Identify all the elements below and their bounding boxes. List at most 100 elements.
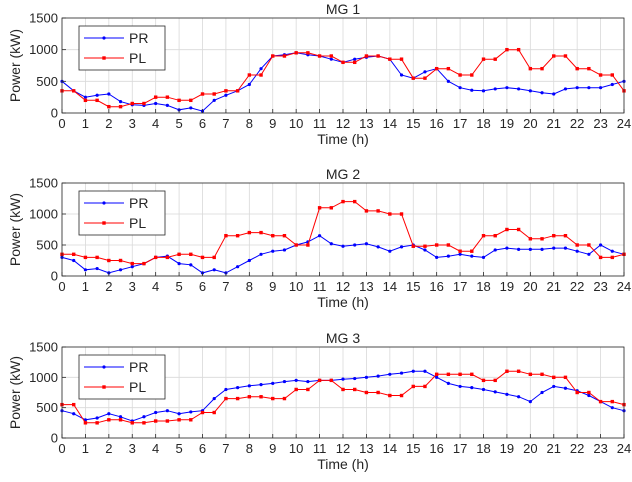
data-point-pr bbox=[118, 100, 123, 104]
data-point-pr bbox=[552, 246, 556, 250]
x-tick-label: 9 bbox=[269, 116, 276, 131]
data-point-pr bbox=[142, 415, 146, 419]
data-point-pr bbox=[189, 410, 193, 414]
data-point-pl bbox=[575, 66, 579, 71]
data-point-pr bbox=[294, 378, 298, 382]
data-point-pl bbox=[235, 89, 240, 93]
x-tick-label: 12 bbox=[336, 116, 350, 131]
data-point-pr bbox=[493, 87, 497, 91]
x-tick-label: 5 bbox=[175, 116, 182, 131]
data-point-pr bbox=[259, 252, 263, 256]
data-point-pl bbox=[282, 234, 287, 238]
data-point-pl bbox=[95, 255, 99, 260]
x-tick-label: 22 bbox=[570, 441, 584, 456]
data-point-pr bbox=[189, 263, 193, 267]
data-point-pl bbox=[434, 243, 439, 247]
x-tick-label: 3 bbox=[129, 441, 136, 456]
data-point-pr bbox=[224, 93, 228, 97]
x-tick-label: 21 bbox=[547, 116, 561, 131]
data-point-pl bbox=[107, 104, 111, 109]
legend-label-pl: PL bbox=[129, 379, 146, 395]
data-point-pl bbox=[353, 199, 357, 204]
y-tick-label: 0 bbox=[51, 431, 58, 446]
data-point-pl bbox=[388, 212, 392, 216]
legend-marker-pl bbox=[102, 221, 106, 225]
x-tick-label: 0 bbox=[58, 441, 65, 456]
data-point-pl bbox=[306, 51, 310, 55]
data-point-pl bbox=[177, 98, 181, 103]
data-point-pr bbox=[271, 381, 275, 385]
legend: PR PL bbox=[78, 25, 166, 71]
y-tick-label: 0 bbox=[51, 269, 58, 284]
data-point-pl bbox=[388, 57, 392, 61]
data-point-pr bbox=[247, 82, 251, 87]
data-point-pl bbox=[458, 249, 462, 253]
x-tick-label: 3 bbox=[129, 116, 136, 131]
legend-marker-pl bbox=[102, 56, 106, 60]
data-point-pl bbox=[587, 243, 591, 247]
data-point-pr bbox=[610, 406, 614, 410]
data-point-pr bbox=[505, 86, 509, 90]
x-tick-label: 22 bbox=[570, 279, 584, 294]
data-point-pl bbox=[130, 261, 134, 266]
data-point-pl bbox=[83, 255, 88, 260]
x-tick-label: 2 bbox=[105, 279, 112, 294]
data-point-pr bbox=[95, 266, 99, 271]
data-point-pl bbox=[540, 372, 544, 376]
data-point-pl bbox=[235, 234, 240, 238]
data-point-pl bbox=[107, 418, 111, 422]
data-point-pl bbox=[259, 230, 263, 235]
x-tick-label: 5 bbox=[175, 279, 182, 294]
data-point-pl bbox=[329, 206, 333, 210]
y-tick-label: 1500 bbox=[29, 176, 58, 191]
data-point-pl bbox=[95, 98, 99, 103]
data-point-pr bbox=[528, 89, 532, 93]
data-point-pr bbox=[259, 383, 263, 387]
data-point-pl bbox=[540, 66, 544, 71]
data-point-pr bbox=[493, 390, 497, 394]
x-tick-label: 0 bbox=[58, 116, 65, 131]
data-point-pr bbox=[435, 375, 439, 379]
data-point-pl bbox=[200, 92, 205, 96]
data-point-pl bbox=[458, 372, 462, 376]
data-point-pl bbox=[434, 372, 439, 376]
data-point-pl bbox=[528, 66, 533, 71]
x-axis-label: Time (h) bbox=[317, 294, 369, 310]
x-tick-label: 19 bbox=[500, 279, 514, 294]
data-point-pr bbox=[470, 254, 474, 258]
y-tick-label: 500 bbox=[36, 74, 58, 89]
legend-label-pl: PL bbox=[129, 50, 146, 66]
data-point-pl bbox=[247, 230, 252, 235]
data-point-pl bbox=[598, 73, 603, 77]
x-tick-label: 24 bbox=[617, 116, 631, 131]
data-point-pl bbox=[341, 387, 345, 392]
data-point-pl bbox=[329, 378, 333, 383]
x-tick-label: 15 bbox=[406, 441, 420, 456]
x-tick-label: 2 bbox=[105, 116, 112, 131]
data-point-pr bbox=[189, 106, 193, 110]
data-point-pl bbox=[411, 76, 415, 80]
x-tick-label: 16 bbox=[429, 279, 443, 294]
data-point-pr bbox=[306, 379, 310, 384]
legend-marker-pl bbox=[102, 385, 106, 389]
data-point-pl bbox=[610, 255, 614, 260]
data-point-pl bbox=[446, 243, 451, 247]
x-tick-label: 7 bbox=[222, 116, 229, 131]
x-tick-label: 21 bbox=[547, 279, 561, 294]
x-tick-label: 15 bbox=[406, 116, 420, 131]
data-point-pl bbox=[259, 395, 263, 399]
data-point-pr bbox=[481, 255, 486, 259]
data-point-pr bbox=[224, 387, 228, 392]
data-point-pr bbox=[563, 386, 568, 390]
data-point-pr bbox=[587, 252, 591, 256]
data-point-pl bbox=[247, 395, 252, 399]
data-point-pr bbox=[212, 98, 216, 102]
data-point-pl bbox=[481, 57, 486, 61]
data-point-pr bbox=[154, 101, 158, 106]
data-point-pr bbox=[364, 242, 369, 246]
data-point-pr bbox=[598, 86, 603, 90]
x-tick-label: 6 bbox=[199, 116, 206, 131]
data-point-pl bbox=[235, 396, 240, 401]
data-point-pl bbox=[72, 89, 76, 93]
legend-label-pl: PL bbox=[129, 215, 146, 231]
